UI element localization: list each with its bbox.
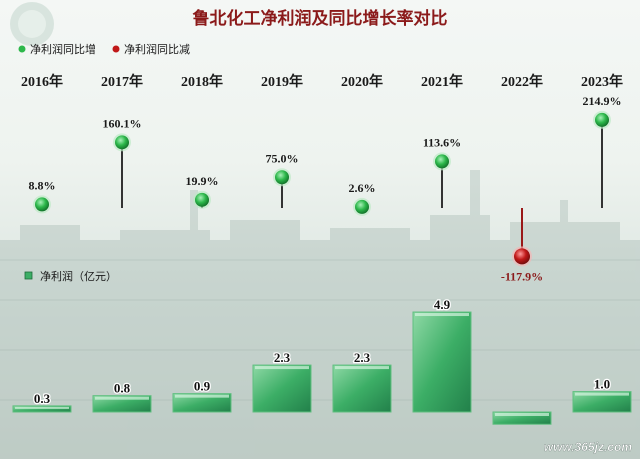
- chart-title: 鲁北化工净利润及同比增长率对比: [193, 8, 448, 29]
- year-label: 2020年: [341, 73, 383, 90]
- profit-bar: [92, 395, 152, 413]
- legend-up-marker: [18, 45, 26, 53]
- growth-marker: [355, 199, 369, 214]
- growth-marker: [115, 135, 129, 150]
- profit-bar: [412, 311, 472, 413]
- growth-marker: [35, 197, 49, 212]
- growth-marker: [435, 154, 449, 169]
- profit-value-label: 2.3: [354, 350, 371, 365]
- legend-bar-label: 净利润（亿元）: [40, 269, 117, 283]
- profit-value-label: 0.9: [194, 379, 211, 394]
- growth-value-label: 75.0%: [266, 151, 299, 165]
- growth-markers: [33, 110, 611, 267]
- year-labels: 2016年 2017年 2018年 2019年 2020年 2021年 2022年 2023年: [21, 73, 623, 90]
- growth-legend: 净利润同比增 净利润同比减: [18, 42, 190, 56]
- legend-down-label: 净利润同比减: [124, 42, 190, 56]
- year-label: 2021年: [421, 73, 463, 90]
- profit-value-label: 0.3: [34, 391, 51, 406]
- legend-bar-marker: [24, 271, 33, 280]
- growth-value-label: 8.8%: [29, 178, 56, 192]
- profit-value-label: 0.8: [114, 381, 131, 396]
- year-label: 2022年: [501, 73, 543, 90]
- profit-bar: [332, 364, 392, 413]
- bar-legend: 净利润（亿元）: [24, 269, 117, 283]
- year-label: 2023年: [581, 73, 623, 90]
- profit-bar: [172, 393, 232, 413]
- growth-value-label: 2.6%: [349, 181, 376, 195]
- profit-bars: [12, 311, 632, 425]
- profit-bar-highlight: [415, 313, 469, 317]
- profit-value-label: 2.3: [274, 350, 291, 365]
- year-label: 2019年: [261, 73, 303, 90]
- profit-bar: [252, 364, 312, 413]
- growth-labels: 8.8% 160.1% 19.9% 75.0% 2.6% 113.6% -117.9% 214…: [29, 94, 622, 283]
- profit-bar-highlight: [495, 413, 549, 416]
- growth-value-label: -117.9%: [501, 269, 543, 283]
- profit-value-label: 4.9: [434, 297, 451, 312]
- watermark-text: www.365jz.com: [544, 440, 633, 454]
- profit-bar-highlight: [255, 366, 309, 370]
- profit-bar-highlight: [15, 406, 69, 409]
- growth-value-label: 160.1%: [103, 116, 142, 130]
- legend-down-marker: [112, 45, 120, 53]
- profit-bar-highlight: [335, 366, 389, 370]
- growth-marker: [514, 248, 530, 265]
- profit-value-label: 1.0: [594, 377, 610, 392]
- growth-value-label: 214.9%: [583, 94, 622, 108]
- year-label: 2018年: [181, 73, 223, 90]
- legend-up-label: 净利润同比增: [30, 42, 96, 56]
- growth-value-label: 113.6%: [423, 135, 461, 149]
- year-label: 2017年: [101, 73, 143, 90]
- logo-icon: [10, 2, 54, 46]
- growth-marker: [195, 192, 209, 207]
- profit-bar-highlight: [175, 394, 229, 398]
- profit-bar-highlight: [575, 392, 629, 396]
- profit-bar: [572, 391, 632, 413]
- growth-value-label: 19.9%: [186, 174, 219, 188]
- growth-marker: [595, 112, 609, 127]
- profit-labels: 0.3 0.8 0.9 2.3 2.3 4.9 1.0: [33, 296, 612, 407]
- profit-bar: [12, 405, 72, 413]
- growth-marker: [275, 170, 289, 185]
- profit-bar-highlight: [95, 396, 149, 400]
- year-label: 2016年: [21, 73, 63, 90]
